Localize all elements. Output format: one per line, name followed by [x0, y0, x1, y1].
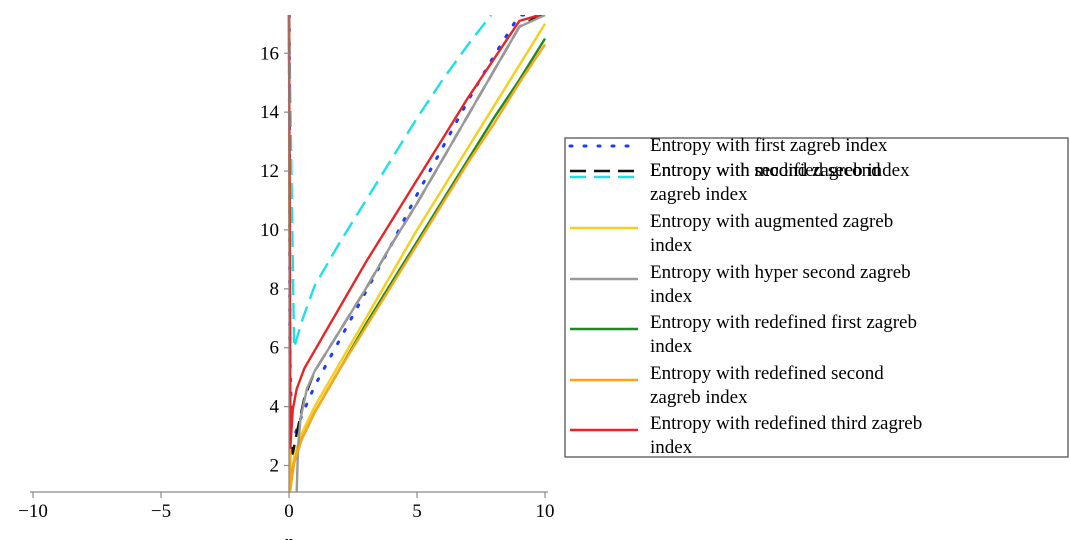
legend-label-8: Entropy with redefined third zagreb: [650, 413, 922, 434]
series-line-7: [287, 15, 546, 491]
y-tick-label: 14: [260, 102, 280, 123]
x-tick-label: −5: [151, 501, 171, 522]
y-tick-label: 16: [260, 43, 279, 64]
x-tick-label: −10: [18, 501, 48, 522]
legend-label-7: zagreb index: [650, 387, 748, 408]
legend-label-4: index: [650, 235, 693, 256]
y-tick-label: 8: [270, 279, 280, 300]
series-line-8: [287, 15, 541, 449]
legend-label-4: Entropy with augmented zagreb: [650, 211, 893, 232]
legend-label-3: Entropy with modified second: [650, 160, 881, 181]
x-tick-label: 5: [412, 501, 422, 522]
x-tick-label: 10: [536, 501, 555, 522]
y-tick-label: 4: [270, 397, 280, 418]
series-layer: [287, 15, 547, 493]
x-tick-label: 0: [284, 501, 294, 522]
series-line-5: [295, 15, 546, 493]
legend-label-3: zagreb index: [650, 184, 748, 205]
y-tick-label: 2: [270, 456, 280, 477]
legend-label-6: index: [650, 336, 693, 357]
legend: Entropy with first zagreb index Entropy w…: [564, 135, 1069, 458]
y-tick-label: 10: [260, 220, 279, 241]
legend-label-6: Entropy with redefined first zagreb: [650, 312, 917, 333]
series-line-4: [287, 15, 547, 493]
series-line-2: [288, 15, 543, 455]
y-tick-label: 12: [260, 161, 279, 182]
axes: −10 −5 0 5 10 2 4 6 8 10 12 14 16 n: [18, 15, 555, 540]
series-line-3: [287, 15, 493, 349]
legend-label-2: Entropy with second zagreb index: [650, 160, 910, 181]
series-line-1: [287, 15, 547, 435]
legend-label-1: Entropy with first zagreb index: [650, 135, 888, 156]
legend-box: [564, 137, 1069, 458]
legend-label-7: Entropy with redefined second: [650, 363, 884, 384]
y-tick-label: 6: [270, 338, 280, 359]
legend-label-5: index: [650, 286, 693, 307]
legend-label-8: index: [650, 437, 693, 458]
legend-label-5: Entropy with hyper second zagreb: [650, 262, 911, 283]
x-axis-label: n: [284, 532, 294, 540]
